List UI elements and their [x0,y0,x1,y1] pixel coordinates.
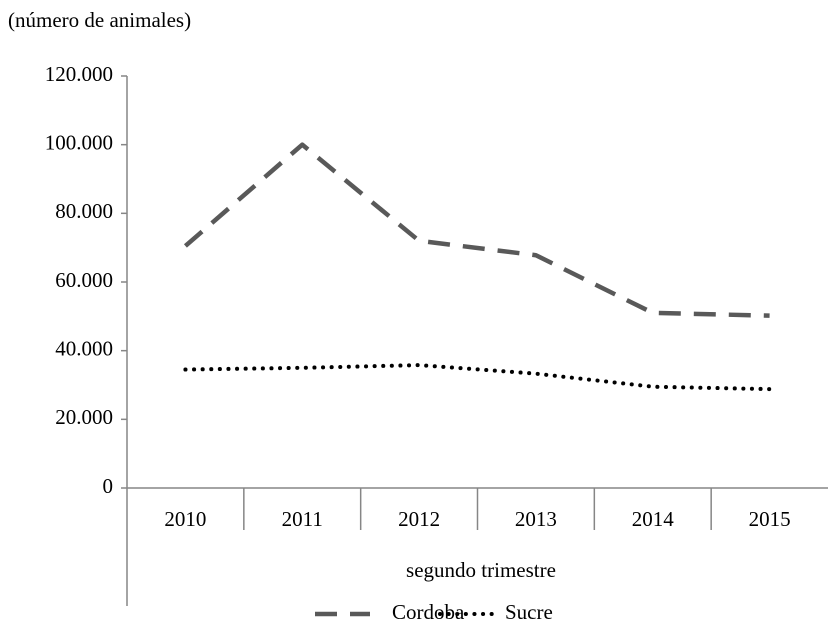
x-tick-label: 2011 [282,507,323,531]
y-tick-label: 80.000 [55,199,113,223]
y-tick-label: 40.000 [55,336,113,360]
x-axis-label: segundo trimestre [406,558,556,582]
y-tick-label: 0 [103,474,114,498]
y-tick-label: 60.000 [55,268,113,292]
y-axis-label: (número de animales) [8,8,191,32]
x-tick-label: 2014 [632,507,675,531]
legend-label: Cordoba [392,600,465,624]
series-line [183,363,772,392]
y-tick-label: 120.000 [45,62,113,86]
x-tick-label: 2013 [515,507,557,531]
x-tick-label: 2015 [749,507,791,531]
x-tick-label: 2012 [398,507,440,531]
legend-label: Sucre [505,600,553,624]
y-tick-label: 100.000 [45,130,113,154]
y-tick-label: 20.000 [55,405,113,429]
x-tick-label: 2010 [164,507,206,531]
series-line [183,142,770,318]
